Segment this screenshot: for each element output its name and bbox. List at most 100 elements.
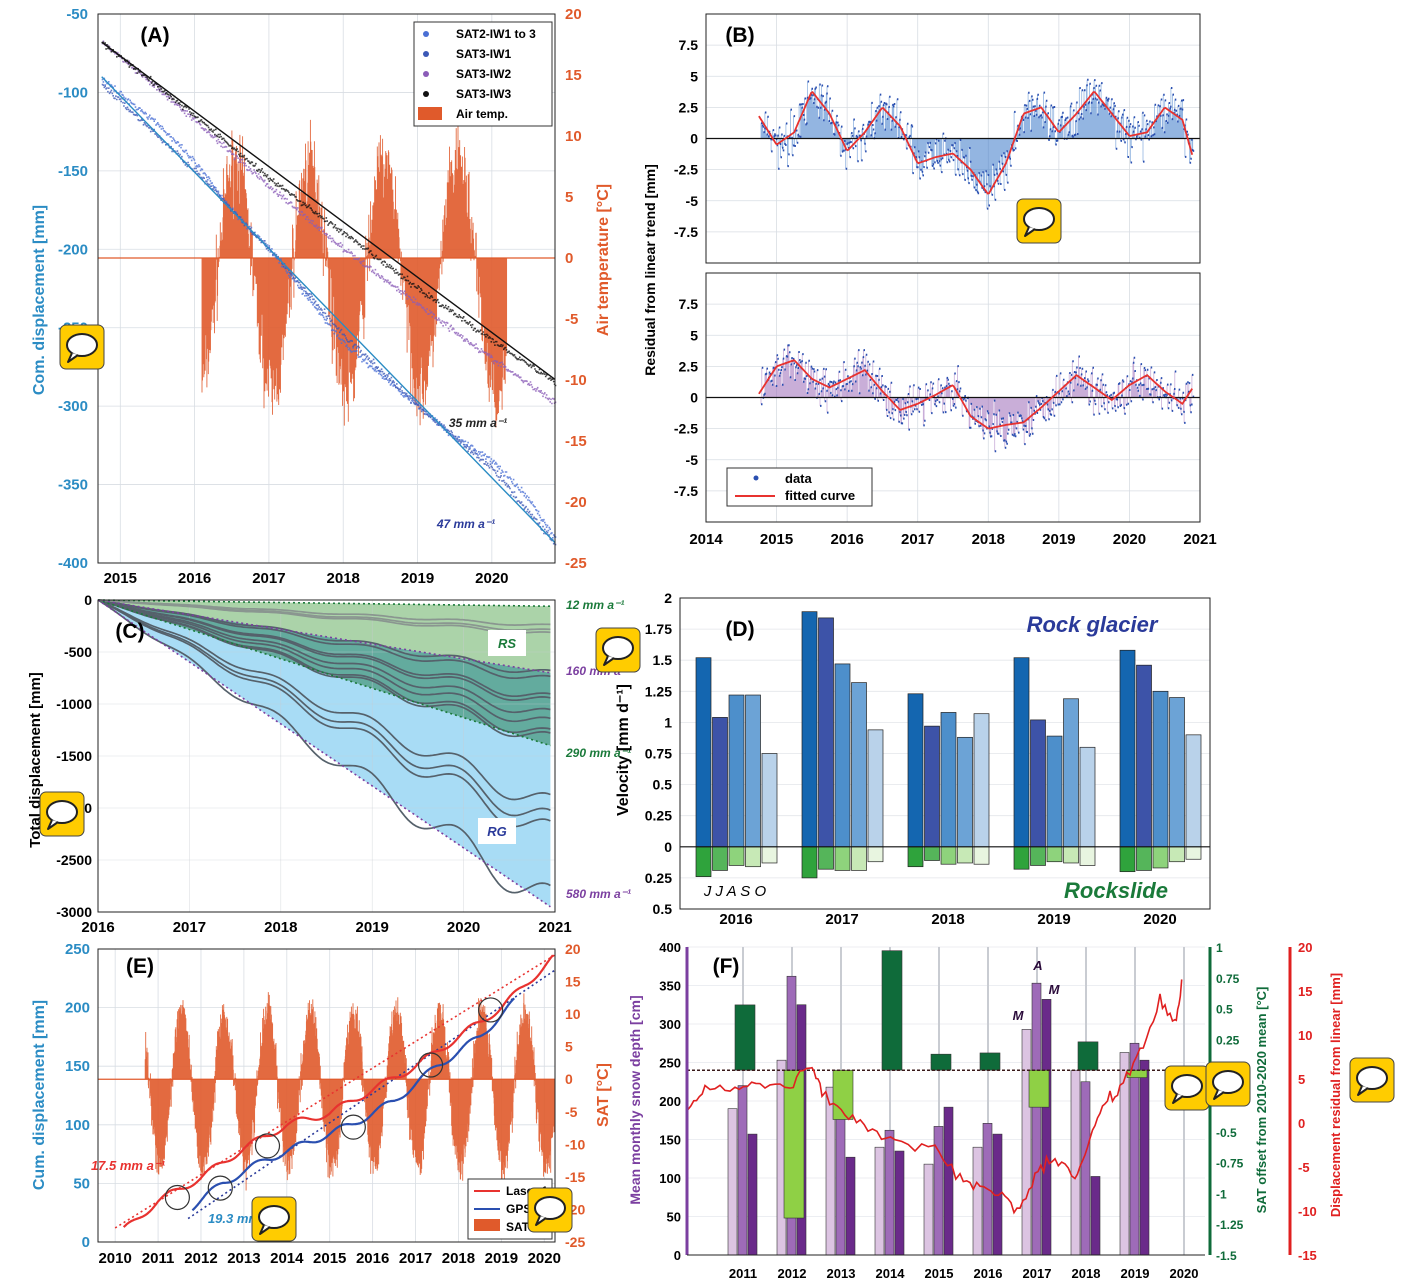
y-tick-label: 5: [690, 68, 698, 84]
x-tick-label: 2019: [1037, 911, 1070, 928]
y3-tick-label: 10: [1298, 1028, 1312, 1043]
rock-glacier-bar: [973, 713, 990, 848]
comment-bubble-icon[interactable]: [59, 324, 105, 370]
comment-bubble-icon[interactable]: [39, 791, 85, 837]
rockslide-bar: [851, 846, 867, 871]
x-tick-label: 2018: [264, 919, 297, 936]
y-tick-label: 0.75: [645, 746, 672, 762]
snow-depth-bar: [943, 1106, 954, 1256]
legend-entry: data: [785, 471, 813, 486]
legend-box: [726, 467, 873, 507]
sat-offset-bar: [734, 1004, 756, 1071]
comment-bubble-icon[interactable]: [1205, 1061, 1251, 1107]
panel-label: (E): [126, 955, 154, 978]
bubble-shape: [1356, 1066, 1388, 1090]
displacement-curve: [97, 599, 551, 734]
panel-b: 7.5 5 2.5 0 -2.5 -5 -7.5 7.5 5 2.5 0 -2.5 -5 -7.5 2014…: [642, 13, 1217, 548]
rockslide-bar: [907, 846, 924, 868]
sat-offset-bar: [881, 950, 903, 1071]
snow-depth-bar: [1090, 1176, 1101, 1256]
comment-bubble-icon[interactable]: [1349, 1057, 1395, 1103]
rockslide-bar: [728, 846, 745, 866]
displacement-line: [122, 954, 554, 1228]
x-tick-label: 2015: [313, 1250, 346, 1267]
y-tick-label: 100: [659, 1171, 681, 1186]
rock-glacier-bar: [1169, 697, 1185, 848]
y2-tick-label: 10: [565, 128, 582, 145]
x-tick-label: 2020: [528, 1250, 561, 1267]
rock-glacier-bar: [761, 753, 778, 848]
y-axis-label: Velocity [mm d⁻¹]: [615, 684, 632, 816]
panel-label: (D): [725, 618, 754, 641]
x-tick-label: 2014: [876, 1266, 906, 1281]
y-tick-label: 350: [659, 979, 681, 994]
x-tick-label: 2012: [778, 1266, 807, 1281]
y-tick-label: 50: [73, 1175, 90, 1192]
y-tick-label: 300: [659, 1017, 681, 1032]
rock-glacier-bar: [1013, 657, 1030, 848]
y3-axis-label: Displacement residual from linear [mm]: [1328, 973, 1343, 1217]
x-tick-label: 2020: [447, 919, 480, 936]
y-axis-label: Com. displacement [mm]: [31, 205, 48, 395]
rockslide-bar: [924, 846, 940, 861]
y-tick-label: 7.5: [679, 296, 699, 312]
x-tick-label: 2016: [974, 1266, 1003, 1281]
y2-tick-label: -1: [1216, 1187, 1227, 1201]
rockslide-bar: [695, 846, 712, 878]
rock-glacier-bar: [1079, 746, 1096, 848]
bubble-tail: [1357, 1085, 1369, 1096]
panel-f: 2011 2012 2013 2014 2015 2016 2017 2018 2019 2020…: [627, 940, 1343, 1281]
plot-frame: [705, 272, 1201, 523]
y-tick-label: 250: [65, 941, 90, 958]
y2-tick-label: -25: [565, 555, 587, 572]
displacement-curve: [97, 599, 551, 698]
x-tick-label: 2020: [1143, 911, 1176, 928]
comment-bubble-icon[interactable]: [1016, 198, 1062, 244]
comment-bubble-icon[interactable]: [1164, 1065, 1210, 1111]
sat-offset-bar: [930, 1053, 952, 1071]
legend-marker: [423, 51, 429, 57]
legend-entry: SAT3-IW3: [456, 87, 511, 101]
y-tick-label: 7.5: [679, 37, 699, 53]
y2-tick-label: -1.25: [1216, 1218, 1244, 1232]
y-tick-label: 0: [690, 390, 698, 406]
snow-depth-bar: [1031, 982, 1042, 1256]
snow-depth-bar: [747, 1133, 758, 1256]
highlight-circle: [164, 1184, 190, 1211]
y-tick-label: -350: [58, 477, 88, 494]
rate-line: [97, 599, 551, 608]
rock-glacier-bar: [957, 736, 973, 848]
bubble-tail: [67, 352, 79, 363]
comment-bubble-icon[interactable]: [251, 1196, 297, 1242]
rockslide-bar: [801, 846, 818, 879]
comment-bubble-icon[interactable]: [595, 627, 641, 673]
y-tick-label: 200: [65, 1000, 90, 1017]
y2-tick-label: -25: [565, 1234, 585, 1250]
x-tick-label: 2017: [1023, 1266, 1052, 1281]
snow-depth-bar: [894, 1150, 905, 1256]
y2-axis-label: SAT [°C]: [595, 1063, 612, 1127]
highlight-circle: [478, 997, 504, 1023]
y-tick-label: -7.5: [674, 483, 698, 499]
legend-title: Rock glacier: [1027, 612, 1159, 637]
rockslide-bar: [834, 846, 851, 871]
snow-depth-bar: [835, 1108, 846, 1256]
y-tick-label: 100: [65, 1117, 90, 1134]
x-tick-label: 2017: [252, 570, 285, 587]
rockslide-bar: [940, 846, 957, 865]
rockslide-bar: [1013, 846, 1030, 870]
y-tick-label: 0: [84, 592, 92, 608]
comment-bubbles[interactable]: [39, 198, 1395, 1242]
y-tick-label: -50: [66, 6, 88, 23]
snow-depth-bar: [1021, 1029, 1032, 1256]
legend-marker: [423, 71, 429, 77]
rate-label: 290 mm a⁻¹: [565, 746, 631, 760]
legend-entry: SAT3-IW2: [456, 67, 511, 81]
plot-frame: [97, 948, 556, 1243]
plot-frame: [97, 599, 556, 913]
bubble-tail: [47, 819, 59, 830]
bubble-shape: [1023, 207, 1055, 231]
rock-glacier-bar: [1030, 719, 1046, 848]
highlight-circle: [207, 1175, 233, 1201]
comment-bubble-icon[interactable]: [527, 1187, 573, 1233]
